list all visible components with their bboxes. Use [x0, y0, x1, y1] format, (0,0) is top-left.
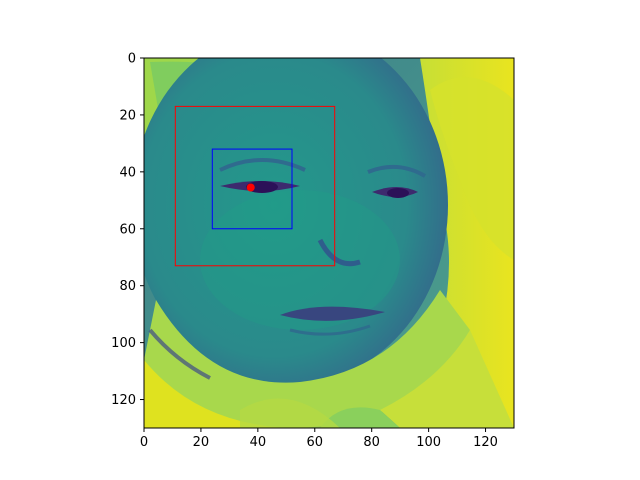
x-tick-label: 20 — [193, 435, 210, 450]
x-axis: 0 20 40 60 80 100 120 — [140, 428, 498, 450]
x-tick-label: 120 — [473, 435, 498, 450]
keypoint-marker — [246, 183, 255, 192]
plot-area — [144, 58, 514, 428]
y-tick-label: 60 — [119, 222, 136, 237]
x-tick-label: 60 — [306, 435, 323, 450]
axes-frame — [143, 57, 515, 429]
x-tick-label: 100 — [416, 435, 441, 450]
x-tick-label: 0 — [140, 435, 148, 450]
bounding-box-outer — [174, 105, 336, 267]
y-tick-label: 120 — [111, 393, 136, 408]
bounding-box-inner — [211, 148, 293, 230]
y-tick-label: 0 — [128, 52, 136, 67]
x-tick-label: 40 — [250, 435, 267, 450]
y-tick-label: 40 — [119, 165, 136, 180]
x-tick-label: 80 — [363, 435, 380, 450]
y-tick-label: 20 — [119, 108, 136, 123]
y-tick-label: 100 — [111, 336, 136, 351]
y-tick-label: 80 — [119, 279, 136, 294]
y-axis: 0 20 40 60 80 100 120 — [111, 52, 144, 408]
heatmap-image — [144, 58, 514, 428]
